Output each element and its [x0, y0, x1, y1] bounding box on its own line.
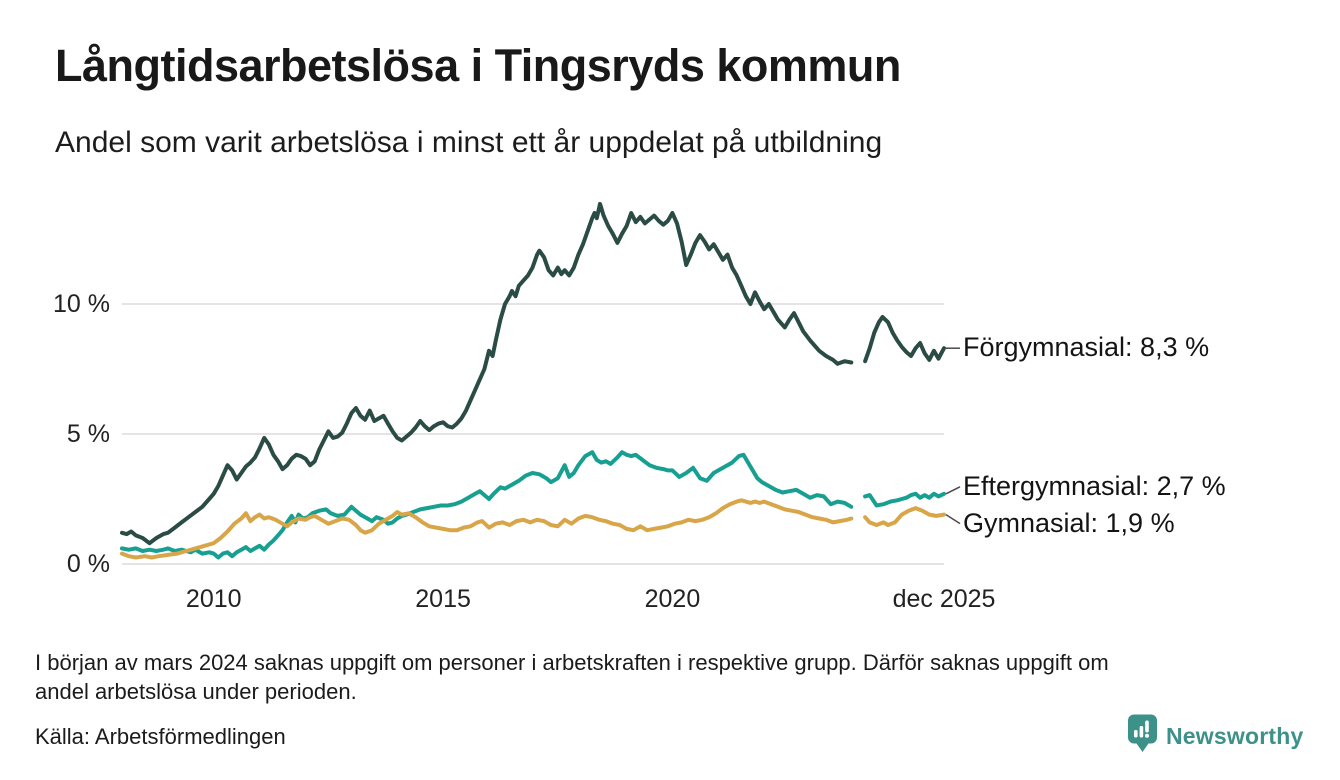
label-connector-gymnasial [945, 513, 961, 525]
y-axis-tick-10: 10 % [53, 290, 110, 318]
series-end-label-gymnasial: Gymnasial: 1,9 % [963, 507, 1175, 538]
x-axis-tick-2020: 2020 [644, 585, 701, 613]
footnote-line-1: I början av mars 2024 saknas uppgift om … [35, 650, 1109, 675]
x-axis-tick-dec-2025: dec 2025 [892, 585, 996, 613]
series-line-förgymnasial [863, 315, 946, 364]
footnote-line-2: andel arbetslösa under perioden. [35, 679, 357, 704]
y-axis-tick-0: 0 % [66, 550, 110, 578]
footnote: I början av mars 2024 saknas uppgift om … [35, 648, 1109, 706]
x-axis-tick-2010: 2010 [185, 585, 242, 613]
series-line-gymnasial [863, 506, 946, 527]
series-line-eftergymnasial [120, 450, 854, 560]
x-axis-tick-2015: 2015 [415, 585, 471, 613]
y-axis-tick-5: 5 % [66, 420, 110, 448]
newsworthy-logo[interactable]: Newsworthy [1127, 714, 1303, 759]
series-line-gymnasial [120, 498, 854, 560]
series-line-eftergymnasial [863, 491, 946, 508]
series-end-label-forgymnasial: Förgymnasial: 8,3 % [963, 332, 1210, 363]
newsworthy-logo-text: Newsworthy [1166, 723, 1304, 749]
page-title: Långtidsarbetslösa i Tingsryds kommun [55, 40, 901, 91]
label-connector-eftergymnasial [945, 486, 961, 495]
series-line-förgymnasial [120, 201, 854, 546]
source-text: Källa: Arbetsförmedlingen [35, 724, 286, 749]
series-end-label-eftergymnasial: Eftergymnasial: 2,7 % [963, 470, 1226, 501]
newsworthy-pin-icon [1127, 714, 1158, 759]
page-subtitle: Andel som varit arbetslösa i minst ett å… [55, 126, 883, 159]
